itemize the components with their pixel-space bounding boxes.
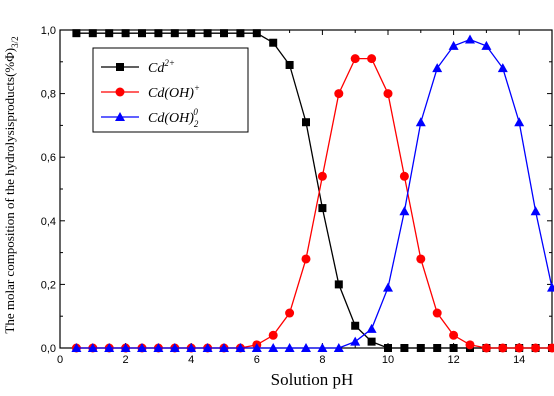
y-tick-label: 0,8: [41, 89, 56, 101]
data-point: [138, 29, 146, 37]
legend-label-base: Cd: [148, 61, 165, 76]
data-point: [89, 29, 97, 37]
x-tick-label: 10: [382, 354, 394, 366]
data-point: [286, 61, 294, 69]
legend-label-superscript: 0: [193, 107, 198, 117]
y-tick-label: 0,4: [41, 216, 56, 228]
data-point: [302, 254, 311, 263]
x-tick-label: 14: [513, 354, 525, 366]
data-point: [187, 29, 195, 37]
data-point: [433, 309, 442, 318]
data-point: [318, 172, 327, 181]
data-point: [122, 29, 130, 37]
data-point: [515, 344, 524, 353]
legend: Cd2+Cd(OH)+Cd(OH)20: [93, 48, 248, 132]
data-point: [433, 344, 441, 352]
y-tick-label: 0,0: [41, 343, 56, 355]
y-axis-title-text: The molar composition of the hydrolysisp…: [2, 48, 17, 334]
legend-label-subscript: 2: [194, 119, 199, 129]
x-tick-label: 2: [123, 354, 129, 366]
data-point: [531, 344, 540, 353]
data-point: [416, 254, 425, 263]
data-point: [154, 29, 162, 37]
data-point: [318, 204, 326, 212]
data-point: [498, 344, 507, 353]
data-point: [269, 39, 277, 47]
x-tick-label: 12: [447, 354, 459, 366]
data-point: [450, 344, 458, 352]
x-tick-label: 8: [319, 354, 325, 366]
data-point: [253, 29, 261, 37]
legend-marker: [116, 88, 125, 97]
data-point: [351, 54, 360, 63]
data-point: [334, 89, 343, 98]
data-point: [384, 89, 393, 98]
legend-label: Cd(OH)+: [148, 83, 200, 101]
data-point: [466, 340, 475, 349]
data-point: [400, 344, 408, 352]
legend-marker: [116, 63, 124, 71]
data-point: [400, 172, 409, 181]
legend-label-superscript: 2+: [164, 58, 175, 68]
y-tick-label: 1,0: [41, 25, 56, 37]
legend-label: Cd(OH)2 0: [148, 107, 199, 129]
y-tick-label: 0,6: [41, 152, 56, 164]
data-point: [236, 29, 244, 37]
data-point: [384, 344, 392, 352]
legend-label-superscript: +: [194, 83, 200, 93]
data-point: [72, 29, 80, 37]
data-point: [302, 118, 310, 126]
x-axis-title: Solution pH: [271, 370, 354, 389]
x-tick-label: 0: [57, 354, 63, 366]
y-axis-title-subscript: 3/2: [10, 36, 20, 48]
x-tick-label: 6: [254, 354, 260, 366]
data-point: [105, 29, 113, 37]
data-point: [171, 29, 179, 37]
legend-label-base: Cd(OH): [148, 111, 194, 126]
data-point: [367, 54, 376, 63]
data-point: [368, 338, 376, 346]
data-point: [351, 322, 359, 330]
data-point: [220, 29, 228, 37]
data-point: [204, 29, 212, 37]
data-point: [417, 344, 425, 352]
data-point: [335, 280, 343, 288]
y-tick-label: 0,2: [41, 279, 56, 291]
data-point: [449, 331, 458, 340]
data-point: [285, 309, 294, 318]
data-point: [269, 331, 278, 340]
x-tick-label: 4: [188, 354, 194, 366]
legend-label-base: Cd(OH): [148, 86, 194, 101]
data-point: [482, 344, 491, 353]
